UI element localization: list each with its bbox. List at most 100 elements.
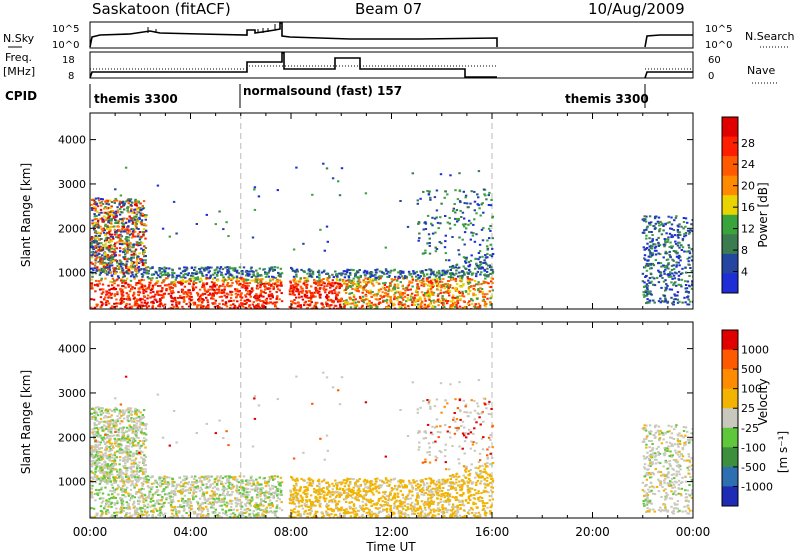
- echo-cell: [675, 272, 678, 275]
- echo-cell: [171, 274, 174, 277]
- echo-cell: [94, 244, 98, 247]
- echo-cell: [244, 294, 247, 297]
- echo-cell: [679, 273, 683, 275]
- echo-cell: [121, 500, 125, 503]
- echo-cell: [687, 291, 690, 294]
- echo-cell: [300, 295, 303, 298]
- echo-cell: [105, 301, 108, 304]
- echo-cell: [444, 298, 447, 301]
- echo-cell: [323, 249, 326, 252]
- echo-cell: [460, 276, 464, 279]
- echo-cell: [456, 296, 459, 299]
- echo-cell: [131, 294, 135, 297]
- echo-cell: [389, 295, 392, 298]
- echo-cell: [144, 237, 147, 240]
- echo-cell: [401, 304, 405, 307]
- echo-cell: [388, 274, 391, 277]
- echo-cell: [663, 294, 666, 297]
- echo-cell: [305, 500, 309, 503]
- echo-cell: [477, 196, 480, 199]
- echo-cell: [474, 267, 477, 270]
- echo-cell: [663, 245, 666, 248]
- echo-cell: [144, 224, 148, 227]
- echo-cell: [418, 237, 421, 240]
- echo-cell: [454, 189, 457, 192]
- echo-cell: [114, 272, 117, 275]
- echo-cell: [103, 207, 106, 210]
- echo-cell: [96, 247, 100, 250]
- echo-cell: [269, 279, 272, 282]
- echo-cell: [273, 512, 277, 515]
- echo-cell: [135, 283, 138, 286]
- echo-cell: [391, 496, 395, 499]
- echo-cell: [273, 478, 276, 480]
- echo-cell: [325, 301, 328, 304]
- echo-cell: [466, 280, 470, 282]
- echo-cell: [461, 483, 464, 486]
- echo-cell: [211, 295, 214, 298]
- echo-cell: [472, 284, 476, 287]
- echo-cell: [265, 281, 268, 284]
- echo-cell: [256, 496, 259, 499]
- echo-cell: [338, 194, 342, 197]
- echo-cell: [296, 270, 299, 273]
- echo-cell: [208, 266, 212, 269]
- echo-cell: [346, 301, 350, 304]
- echo-cell: [406, 508, 410, 511]
- echo-cell: [319, 296, 322, 299]
- echo-cell: [97, 260, 100, 263]
- echo-cell: [251, 289, 255, 292]
- echo-cell: [95, 269, 98, 272]
- echo-cell: [176, 297, 180, 299]
- echo-cell: [399, 281, 402, 284]
- echo-cell: [218, 302, 221, 305]
- echo-cell: [448, 272, 452, 275]
- echo-cell: [141, 214, 144, 217]
- echo-cell: [365, 491, 368, 494]
- echo-cell: [159, 508, 162, 511]
- echo-cell: [339, 307, 342, 309]
- echo-cell: [340, 297, 343, 300]
- echo-cell: [125, 239, 128, 242]
- echo-cell: [466, 277, 470, 280]
- echo-cell: [486, 245, 489, 248]
- echo-cell: [358, 295, 362, 298]
- echo-cell: [149, 289, 153, 292]
- cpid-label: CPID: [5, 89, 37, 103]
- echo-cell: [645, 294, 649, 297]
- echo-cell: [415, 275, 418, 278]
- echo-cell: [107, 216, 110, 219]
- echo-cell: [132, 235, 135, 238]
- echo-cell: [130, 253, 133, 256]
- echo-cell: [127, 283, 130, 286]
- echo-cell: [391, 287, 395, 290]
- echo-cell: [135, 200, 139, 203]
- echo-cell: [205, 274, 208, 276]
- echo-cell: [110, 201, 114, 204]
- echo-cell: [395, 279, 399, 282]
- echo-cell: [97, 268, 100, 271]
- echo-cell: [163, 303, 167, 306]
- echo-cell: [643, 266, 647, 269]
- echo-cell: [483, 273, 487, 276]
- echo-cell: [162, 477, 166, 480]
- echo-cell: [155, 481, 158, 484]
- echo-cell: [468, 300, 471, 303]
- echo-cell: [483, 262, 486, 264]
- echo-cell: [349, 298, 352, 301]
- echo-cell: [121, 219, 124, 222]
- echo-cell: [419, 513, 422, 516]
- echo-cell: [146, 301, 149, 304]
- echo-cell: [441, 512, 445, 515]
- echo-cell: [670, 296, 673, 299]
- echo-cell: [677, 283, 680, 286]
- echo-cell: [303, 284, 307, 286]
- echo-cell: [491, 282, 494, 284]
- echo-cell: [256, 297, 259, 300]
- echo-cell: [480, 267, 483, 270]
- echo-cell: [100, 257, 104, 260]
- echo-cell: [488, 290, 491, 293]
- echo-cell: [276, 288, 280, 291]
- echo-cell: [443, 246, 447, 249]
- echo-cell: [356, 280, 359, 283]
